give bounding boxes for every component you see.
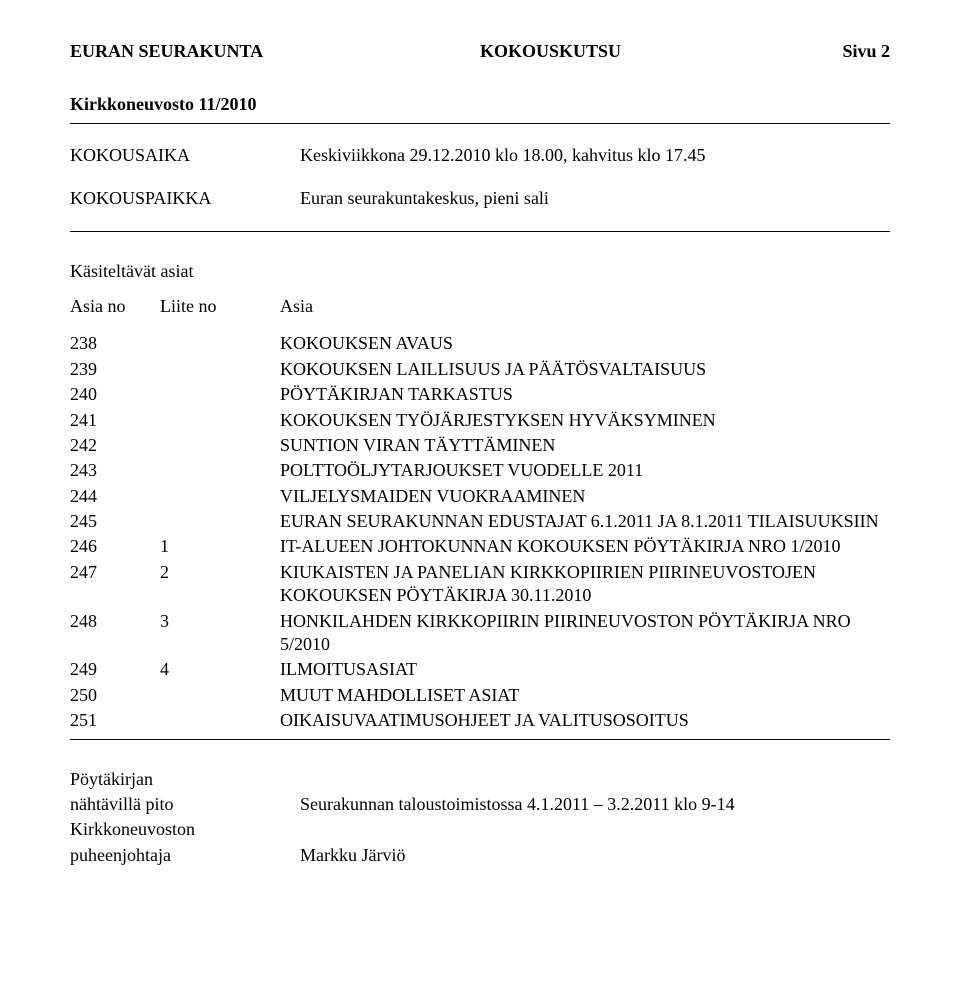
empty-cell	[300, 768, 890, 791]
agenda-item-text: KOKOUKSEN TYÖJÄRJESTYKSEN HYVÄKSYMINEN	[280, 409, 890, 432]
minutes-display-value: Seurakunnan taloustoimistossa 4.1.2011 –…	[300, 793, 890, 816]
agenda-item-liite	[160, 485, 280, 508]
agenda-item-liite: 4	[160, 658, 280, 681]
agenda-item-row: 241 KOKOUKSEN TYÖJÄRJESTYKSEN HYVÄKSYMINE…	[70, 409, 890, 432]
agenda-item-liite	[160, 510, 280, 533]
meeting-time-label: KOKOUSAIKA	[70, 144, 300, 167]
agenda-columns-header: Asia no Liite no Asia	[70, 295, 890, 318]
agenda-item-liite: 2	[160, 561, 280, 608]
agenda-item-text: POLTTOÖLJYTARJOUKSET VUODELLE 2011	[280, 459, 890, 482]
meeting-time-value: Keskiviikkona 29.12.2010 klo 18.00, kahv…	[300, 144, 890, 167]
minutes-display-row-1: Pöytäkirjan	[70, 768, 890, 791]
agenda-item-text: HONKILAHDEN KIRKKOPIIRIN PIIRINEUVOSTON …	[280, 610, 890, 657]
meeting-time-row: KOKOUSAIKA Keskiviikkona 29.12.2010 klo …	[70, 144, 890, 167]
agenda-item-liite	[160, 409, 280, 432]
divider-mid	[70, 231, 890, 232]
col-liite-no: Liite no	[160, 295, 280, 318]
chair-row-2: puheenjohtaja Markku Järviö	[70, 844, 890, 867]
agenda-item-no: 241	[70, 409, 160, 432]
chair-value: Markku Järviö	[300, 844, 890, 867]
agenda-item-row: 2461IT-ALUEEN JOHTOKUNNAN KOKOUKSEN PÖYT…	[70, 535, 890, 558]
agenda-item-no: 239	[70, 358, 160, 381]
agenda-item-text: SUNTION VIRAN TÄYTTÄMINEN	[280, 434, 890, 457]
meeting-place-value: Euran seurakuntakeskus, pieni sali	[300, 187, 890, 210]
agenda-item-text: ILMOITUSASIAT	[280, 658, 890, 681]
divider-top	[70, 123, 890, 124]
divider-bottom	[70, 739, 890, 740]
agenda-item-text: KOKOUKSEN LAILLISUUS JA PÄÄTÖSVALTAISUUS	[280, 358, 890, 381]
agenda-item-row: 251 OIKAISUVAATIMUSOHJEET JA VALITUSOSOIT…	[70, 709, 890, 732]
agenda-item-text: KIUKAISTEN JA PANELIAN KIRKKOPIIRIEN PII…	[280, 561, 890, 608]
agenda-item-text: PÖYTÄKIRJAN TARKASTUS	[280, 383, 890, 406]
agenda-item-liite	[160, 332, 280, 355]
agenda-item-text: OIKAISUVAATIMUSOHJEET JA VALITUSOSOITUS	[280, 709, 890, 732]
agenda-item-liite: 1	[160, 535, 280, 558]
agenda-item-liite	[160, 358, 280, 381]
agenda-item-row: 240 PÖYTÄKIRJAN TARKASTUS	[70, 383, 890, 406]
agenda-item-liite	[160, 684, 280, 707]
agenda-title: Käsiteltävät asiat	[70, 260, 890, 283]
agenda-items: 238 KOKOUKSEN AVAUS 239 KOKOUKSEN LAILLISUU…	[70, 332, 890, 732]
meeting-place-label: KOKOUSPAIKKA	[70, 187, 300, 210]
header-org: EURAN SEURAKUNTA	[70, 40, 410, 63]
agenda-item-row: 2494ILMOITUSASIAT	[70, 658, 890, 681]
minutes-display-label-2: nähtävillä pito	[70, 793, 300, 816]
chair-label-1: Kirkkoneuvoston	[70, 818, 300, 841]
agenda-item-liite	[160, 459, 280, 482]
agenda-item-no: 251	[70, 709, 160, 732]
minutes-display-label-1: Pöytäkirjan	[70, 768, 300, 791]
agenda-item-liite	[160, 383, 280, 406]
agenda-item-row: 238 KOKOUKSEN AVAUS	[70, 332, 890, 355]
agenda-item-no: 247	[70, 561, 160, 608]
header-page-label: Sivu 2	[820, 40, 890, 63]
agenda-item-no: 246	[70, 535, 160, 558]
agenda-item-row: 244 VILJELYSMAIDEN VUOKRAAMINEN	[70, 485, 890, 508]
agenda-item-liite	[160, 709, 280, 732]
chair-label-2: puheenjohtaja	[70, 844, 300, 867]
minutes-display-row-2: nähtävillä pito Seurakunnan taloustoimis…	[70, 793, 890, 816]
agenda-item-no: 240	[70, 383, 160, 406]
agenda-item-no: 238	[70, 332, 160, 355]
chair-row-1: Kirkkoneuvoston	[70, 818, 890, 841]
agenda-item-no: 243	[70, 459, 160, 482]
agenda-item-no: 244	[70, 485, 160, 508]
agenda-item-row: 2483HONKILAHDEN KIRKKOPIIRIN PIIRINEUVOS…	[70, 610, 890, 657]
agenda-item-text: KOKOUKSEN AVAUS	[280, 332, 890, 355]
empty-cell	[300, 818, 890, 841]
agenda-item-no: 250	[70, 684, 160, 707]
agenda-item-row: 239 KOKOUKSEN LAILLISUUS JA PÄÄTÖSVALTAIS…	[70, 358, 890, 381]
meeting-place-row: KOKOUSPAIKKA Euran seurakuntakeskus, pie…	[70, 187, 890, 210]
agenda-item-row: 242 SUNTION VIRAN TÄYTTÄMINEN	[70, 434, 890, 457]
footer: Pöytäkirjan nähtävillä pito Seurakunnan …	[70, 768, 890, 868]
col-asia-no: Asia no	[70, 295, 160, 318]
agenda-item-no: 242	[70, 434, 160, 457]
agenda-item-no: 249	[70, 658, 160, 681]
page: EURAN SEURAKUNTA KOKOUSKUTSU Sivu 2 Kirk…	[0, 0, 960, 994]
header-doctype: KOKOUSKUTSU	[410, 40, 820, 63]
agenda-item-liite: 3	[160, 610, 280, 657]
header-row: EURAN SEURAKUNTA KOKOUSKUTSU Sivu 2	[70, 40, 890, 63]
agenda-item-row: 245 EURAN SEURAKUNNAN EDUSTAJAT 6.1.2011 …	[70, 510, 890, 533]
agenda-item-no: 245	[70, 510, 160, 533]
agenda-item-text: VILJELYSMAIDEN VUOKRAAMINEN	[280, 485, 890, 508]
agenda-item-liite	[160, 434, 280, 457]
agenda-item-text: MUUT MAHDOLLISET ASIAT	[280, 684, 890, 707]
agenda-item-text: EURAN SEURAKUNNAN EDUSTAJAT 6.1.2011 JA …	[280, 510, 890, 533]
committee-title: Kirkkoneuvosto 11/2010	[70, 93, 890, 116]
agenda-item-row: 250 MUUT MAHDOLLISET ASIAT	[70, 684, 890, 707]
agenda-item-no: 248	[70, 610, 160, 657]
agenda-item-text: IT-ALUEEN JOHTOKUNNAN KOKOUKSEN PÖYTÄKIR…	[280, 535, 890, 558]
agenda-item-row: 2472KIUKAISTEN JA PANELIAN KIRKKOPIIRIEN…	[70, 561, 890, 608]
agenda-item-row: 243 POLTTOÖLJYTARJOUKSET VUODELLE 2011	[70, 459, 890, 482]
col-asia: Asia	[280, 295, 890, 318]
